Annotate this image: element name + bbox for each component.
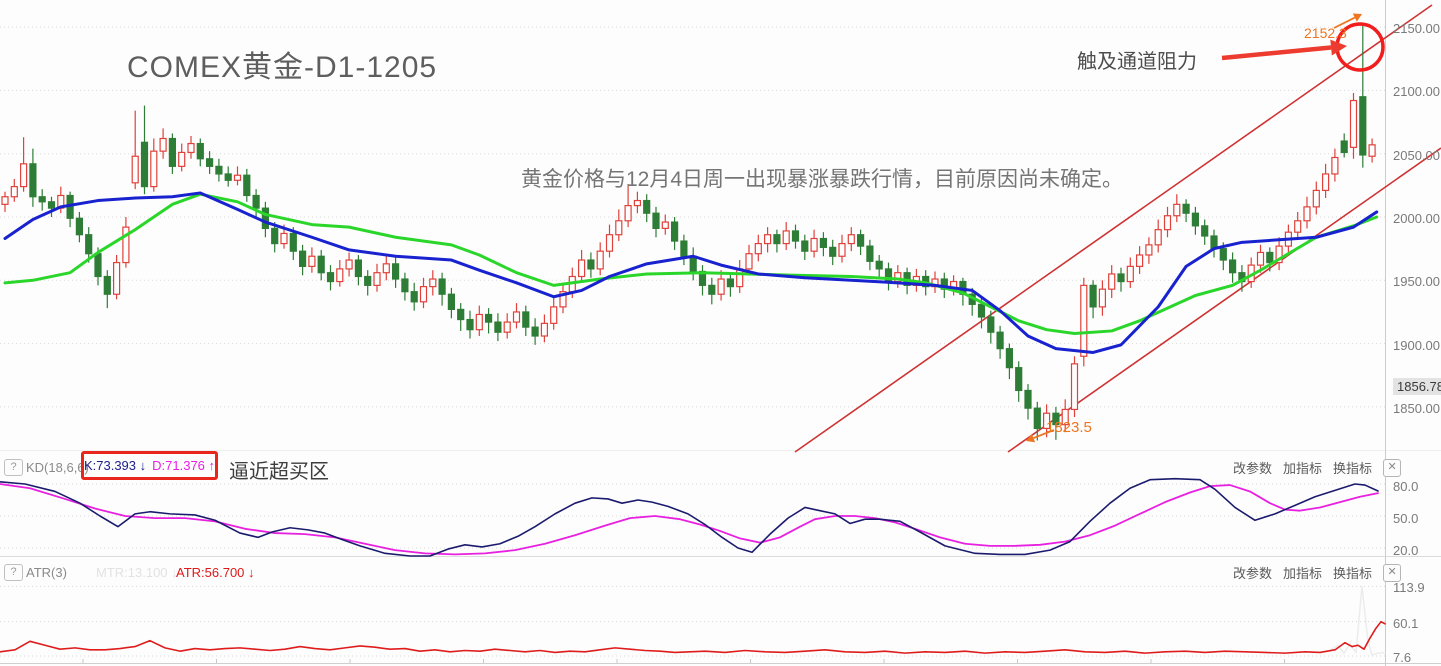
axis-tick-label: 1900.00 [1393, 337, 1440, 353]
kd-d-value: D:71.376 ↑ [152, 458, 216, 473]
axis-tick-label: 2100.00 [1393, 84, 1440, 100]
peak-price-label: 2152.3 [1304, 25, 1347, 41]
atr-mtr-value: MTR:13.100 ↓ [96, 565, 178, 580]
down-arrow-icon: ↓ [248, 565, 255, 580]
kd-values-highlight-box: K:73.393 ↓ D:71.376 ↑ [81, 451, 218, 480]
switch-indicator-link[interactable]: 换指标 [1333, 566, 1373, 581]
channel-resistance-annotation: 触及通道阻力 [1077, 51, 1197, 73]
switch-indicator-link[interactable]: 换指标 [1333, 461, 1373, 476]
add-indicator-link[interactable]: 加指标 [1283, 566, 1323, 581]
axis-tick-label: 50.0 [1393, 511, 1419, 526]
atr-toolbar: 改参数 加指标 换指标 ✕ [1233, 563, 1402, 582]
news-annotation: 黄金价格与12月4日周一出现暴涨暴跌行情，目前原因尚未确定。 [521, 168, 1124, 191]
kd-toolbar: 改参数 加指标 换指标 ✕ [1233, 458, 1402, 477]
change-params-link[interactable]: 改参数 [1233, 566, 1273, 581]
close-panel-button[interactable]: ✕ [1383, 563, 1402, 582]
axis-tick-label: 1856.78 [1393, 378, 1441, 396]
atr-atr-value: ATR:56.700 ↓ [176, 565, 255, 580]
down-arrow-icon: ↓ [171, 565, 178, 580]
change-params-link[interactable]: 改参数 [1233, 461, 1273, 476]
low-price-label: 1823.5 [1046, 419, 1092, 436]
axis-tick-label: 20.0 [1393, 543, 1419, 558]
kd-indicator-label: KD(18,6,6) [26, 460, 89, 475]
close-panel-button[interactable]: ✕ [1383, 458, 1402, 477]
axis-tick-label: 1850.00 [1393, 400, 1440, 416]
axis-tick-label: 60.1 [1393, 615, 1419, 631]
atr-indicator-label: ATR(3) [26, 565, 67, 580]
axis-tick-label: 7.6 [1393, 650, 1412, 665]
axis-tick-label: 2150.00 [1393, 21, 1440, 37]
axis-tick-label: 2050.00 [1393, 147, 1440, 163]
axis-tick-label: 80.0 [1393, 478, 1419, 494]
kd-help-icon[interactable]: ? [4, 459, 23, 476]
axis-tick-label: 2000.00 [1393, 211, 1440, 226]
atr-help-icon[interactable]: ? [4, 564, 23, 581]
overbought-annotation: 逼近超买区 [229, 461, 329, 483]
add-indicator-link[interactable]: 加指标 [1283, 461, 1323, 476]
up-arrow-icon: ↑ [208, 458, 216, 473]
down-arrow-icon: ↓ [139, 458, 147, 473]
axis-tick-label: 113.9 [1393, 580, 1425, 596]
kd-k-value: K:73.393 ↓ [83, 458, 147, 473]
page-title: COMEX黄金-D1-1205 [127, 51, 438, 84]
axis-tick-label: 1950.00 [1393, 274, 1440, 290]
